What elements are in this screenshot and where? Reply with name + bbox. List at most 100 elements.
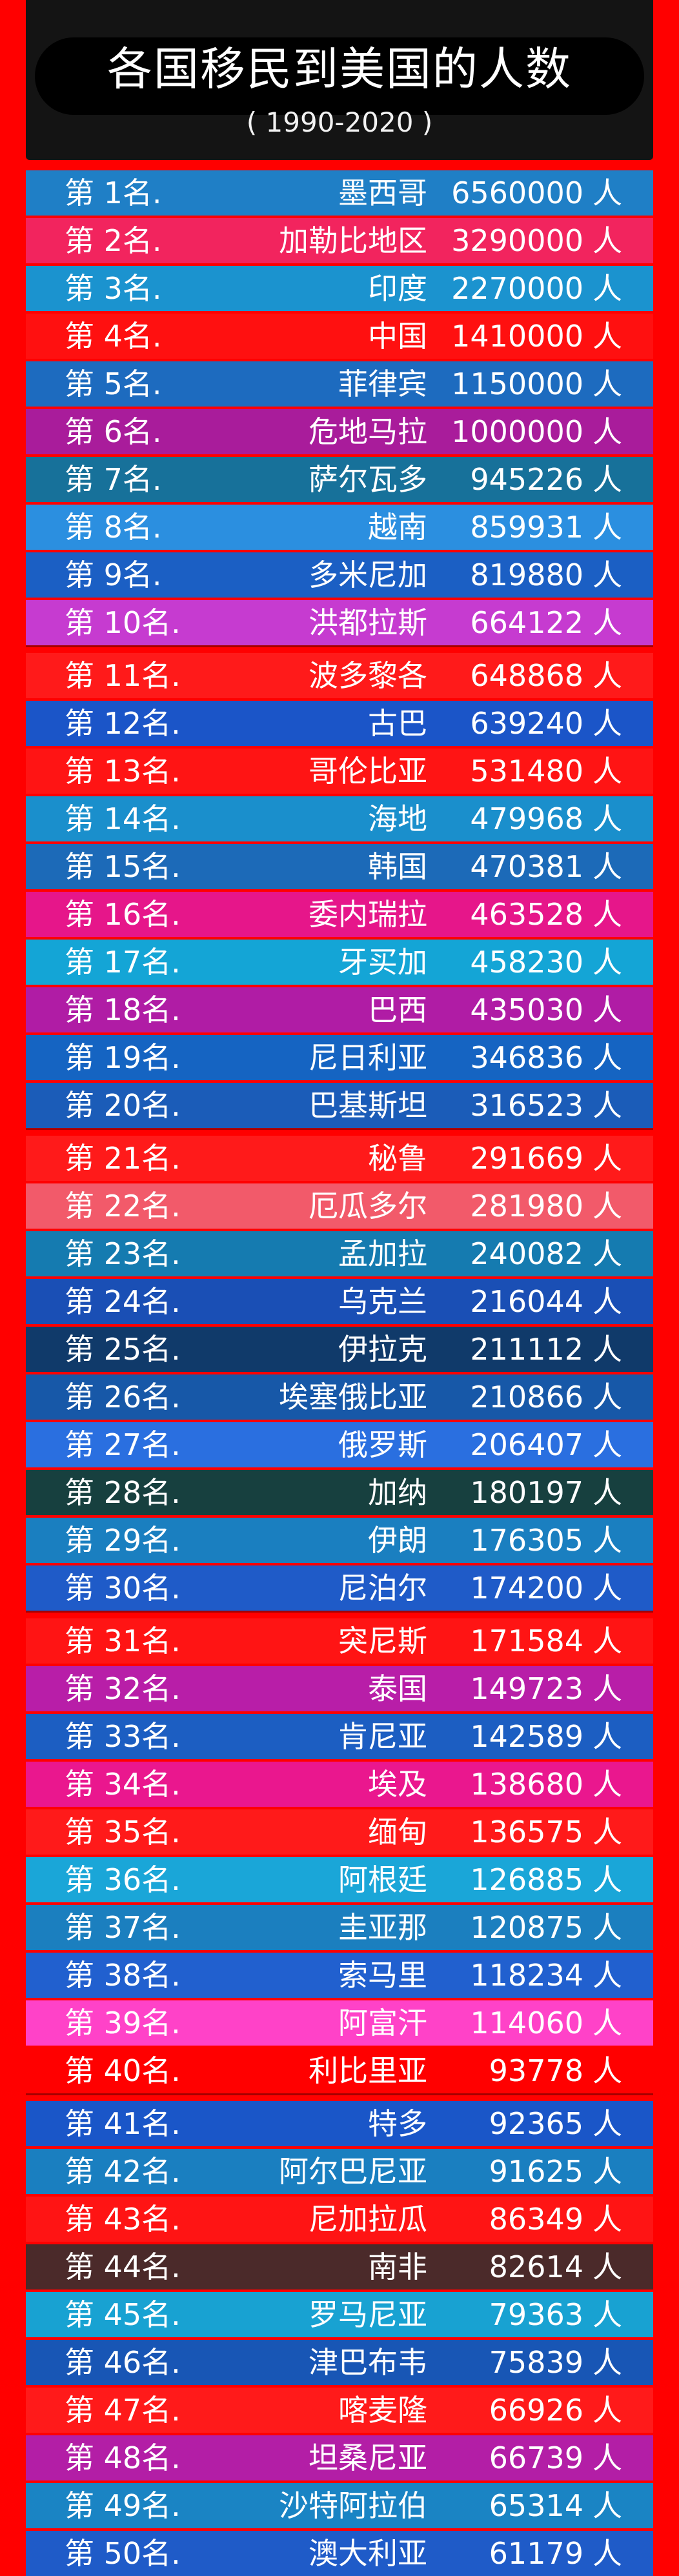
count-value: 91625 bbox=[489, 2154, 583, 2189]
country-name: 利比里亚 bbox=[309, 2053, 427, 2088]
country-name: 泰国 bbox=[368, 1671, 427, 1706]
rank-label: 第 23名. bbox=[65, 1236, 181, 1271]
rank-label: 第 42名. bbox=[65, 2154, 181, 2189]
count-value: 176305 bbox=[470, 1523, 583, 1558]
ranking-row: 第 49名. 沙特阿拉伯 65314 人 bbox=[26, 2483, 653, 2528]
count-unit: 人 bbox=[593, 1427, 622, 1462]
rank-label: 第 46名. bbox=[65, 2345, 181, 2380]
immigrant-count: 86349 人 bbox=[489, 2197, 622, 2242]
country-name: 乌克兰 bbox=[338, 1284, 427, 1319]
count-value: 75839 bbox=[489, 2345, 583, 2380]
title-pill bbox=[35, 37, 644, 115]
ranking-row: 第 23名. 孟加拉 240082 人 bbox=[26, 1231, 653, 1276]
count-unit: 人 bbox=[593, 945, 622, 980]
immigrant-count: 639240 人 bbox=[470, 701, 622, 746]
count-unit: 人 bbox=[593, 1910, 622, 1945]
count-value: 180197 bbox=[470, 1475, 583, 1510]
count-unit: 人 bbox=[593, 1767, 622, 1802]
ranking-row: 第 50名. 澳大利亚 61179 人 bbox=[26, 2531, 653, 2576]
immigrant-count: 91625 人 bbox=[489, 2149, 622, 2194]
count-unit: 人 bbox=[593, 2488, 622, 2523]
rank-label: 第 41名. bbox=[65, 2106, 181, 2141]
immigrant-count: 114060 人 bbox=[470, 2000, 622, 2046]
rank-label: 第 17名. bbox=[65, 945, 181, 980]
immigrant-count: 859931 人 bbox=[470, 505, 622, 550]
count-unit: 人 bbox=[593, 1040, 622, 1075]
rank-label: 第 48名. bbox=[65, 2440, 181, 2475]
rank-label: 第 1名. bbox=[65, 176, 162, 210]
immigrant-count: 210866 人 bbox=[470, 1374, 622, 1420]
rank-label: 第 19名. bbox=[65, 1040, 181, 1075]
year-range: ( 1990-2020 ) bbox=[246, 106, 433, 138]
title-banner: 各国移民到美国的人数 ( 1990-2020 ) bbox=[26, 0, 653, 160]
immigrant-count: 75839 人 bbox=[489, 2340, 622, 2385]
country-name: 尼泊尔 bbox=[338, 1571, 427, 1605]
rank-label: 第 2名. bbox=[65, 223, 162, 258]
ranking-row: 第 42名. 阿尔巴尼亚 91625 人 bbox=[26, 2149, 653, 2194]
country-name: 津巴布韦 bbox=[309, 2345, 427, 2380]
count-unit: 人 bbox=[593, 2154, 622, 2189]
rank-label: 第 50名. bbox=[65, 2536, 181, 2571]
rank-label: 第 7名. bbox=[65, 462, 162, 497]
count-value: 174200 bbox=[470, 1571, 583, 1605]
count-unit: 人 bbox=[593, 414, 622, 449]
count-value: 463528 bbox=[470, 897, 583, 932]
immigrant-count: 82614 人 bbox=[489, 2244, 622, 2289]
immigrant-count: 435030 人 bbox=[470, 987, 622, 1032]
rank-label: 第 27名. bbox=[65, 1427, 181, 1462]
rank-label: 第 6名. bbox=[65, 414, 162, 449]
ranking-row: 第 35名. 缅甸 136575 人 bbox=[26, 1809, 653, 1855]
count-unit: 人 bbox=[593, 1088, 622, 1123]
immigrant-count: 819880 人 bbox=[470, 552, 622, 598]
country-name: 巴西 bbox=[368, 992, 427, 1027]
rank-label: 第 37名. bbox=[65, 1910, 181, 1945]
immigrant-count: 142589 人 bbox=[470, 1714, 622, 1759]
count-value: 281980 bbox=[470, 1189, 583, 1223]
ranking-row: 第 37名. 圭亚那 120875 人 bbox=[26, 1905, 653, 1950]
count-value: 859931 bbox=[470, 510, 583, 545]
count-value: 346836 bbox=[470, 1040, 583, 1075]
immigrant-count: 664122 人 bbox=[470, 600, 622, 645]
immigrant-count: 66739 人 bbox=[489, 2435, 622, 2480]
rank-label: 第 18名. bbox=[65, 992, 181, 1027]
country-name: 越南 bbox=[368, 510, 427, 545]
rank-label: 第 39名. bbox=[65, 2006, 181, 2040]
ranking-row: 第 3名. 印度 2270000 人 bbox=[26, 266, 653, 311]
rank-label: 第 4名. bbox=[65, 319, 162, 354]
country-name: 墨西哥 bbox=[338, 176, 427, 210]
rank-label: 第 25名. bbox=[65, 1332, 181, 1367]
count-unit: 人 bbox=[593, 849, 622, 884]
ranking-row: 第 32名. 泰国 149723 人 bbox=[26, 1666, 653, 1711]
count-unit: 人 bbox=[593, 176, 622, 210]
rank-label: 第 26名. bbox=[65, 1380, 181, 1414]
count-value: 211112 bbox=[470, 1332, 583, 1367]
count-unit: 人 bbox=[593, 1236, 622, 1271]
ranking-row: 第 26名. 埃塞俄比亚 210866 人 bbox=[26, 1374, 653, 1420]
country-name: 中国 bbox=[368, 319, 427, 354]
count-value: 210866 bbox=[470, 1380, 583, 1414]
count-value: 664122 bbox=[470, 605, 583, 640]
count-value: 1410000 bbox=[451, 319, 583, 354]
country-name: 索马里 bbox=[338, 1958, 427, 1993]
count-value: 171584 bbox=[470, 1624, 583, 1658]
ranking-row: 第 11名. 波多黎各 648868 人 bbox=[26, 653, 653, 698]
country-name: 埃及 bbox=[368, 1767, 427, 1802]
ranking-row: 第 24名. 乌克兰 216044 人 bbox=[26, 1279, 653, 1324]
ranking-row: 第 48名. 坦桑尼亚 66739 人 bbox=[26, 2435, 653, 2480]
rank-label: 第 24名. bbox=[65, 1284, 181, 1319]
immigrant-count: 171584 人 bbox=[470, 1618, 622, 1664]
immigrant-count: 2270000 人 bbox=[451, 266, 622, 311]
count-value: 240082 bbox=[470, 1236, 583, 1271]
count-unit: 人 bbox=[593, 1332, 622, 1367]
count-value: 65314 bbox=[489, 2488, 583, 2523]
immigrant-count: 346836 人 bbox=[470, 1035, 622, 1080]
immigrant-count: 291669 人 bbox=[470, 1136, 622, 1181]
country-name: 肯尼亚 bbox=[338, 1719, 427, 1754]
immigrant-count: 1150000 人 bbox=[451, 361, 622, 407]
count-unit: 人 bbox=[593, 462, 622, 497]
ranking-row: 第 7名. 萨尔瓦多 945226 人 bbox=[26, 457, 653, 502]
immigrant-count: 174200 人 bbox=[470, 1565, 622, 1611]
count-value: 1000000 bbox=[451, 414, 583, 449]
rank-label: 第 30名. bbox=[65, 1571, 181, 1605]
count-value: 458230 bbox=[470, 945, 583, 980]
